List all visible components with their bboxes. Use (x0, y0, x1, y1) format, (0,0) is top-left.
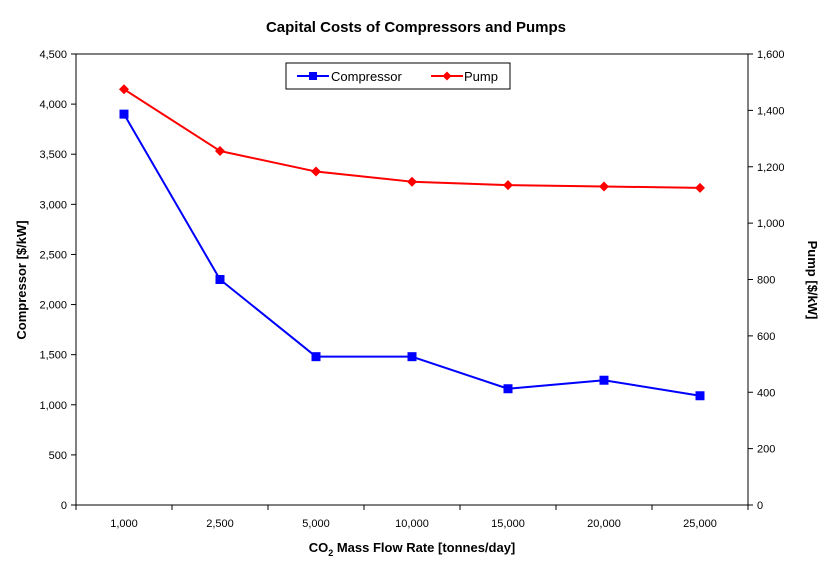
data-point-compressor (119, 109, 129, 119)
data-point-compressor (503, 384, 513, 394)
data-point-pump (599, 181, 609, 192)
data-point-compressor (695, 391, 705, 401)
y-axis-title-left: Compressor [$/kW] (14, 220, 29, 339)
data-point-compressor (311, 352, 321, 362)
data-point-pump (503, 180, 513, 191)
x-axis: 1,000 2,500 5,000 10,000 15,000 20,000 25,000 (75, 505, 749, 530)
y-tick-label-right: 1,600 (757, 49, 785, 61)
y-tick-label-left: 0 (61, 500, 67, 512)
x-tick-label: 20,000 (587, 518, 621, 530)
x-tick-label: 5,000 (302, 518, 330, 530)
y-tick-label-left: 3,500 (39, 149, 67, 161)
y-tick-label-left: 4,000 (39, 99, 67, 111)
y-tick-label-right: 400 (757, 387, 775, 399)
x-axis-title-subscript: 2 (328, 548, 333, 558)
y-tick-label-right: 600 (757, 331, 775, 343)
y-tick-label-right: 800 (757, 275, 775, 287)
y-tick-label-left: 1,500 (39, 350, 67, 362)
legend: Compressor Pump (285, 62, 511, 90)
y-tick-label-left: 2,000 (39, 300, 67, 312)
data-point-pump (407, 176, 417, 187)
y-tick-label-right: 0 (757, 500, 763, 512)
x-tick-label: 15,000 (491, 518, 525, 530)
x-tick-label: 10,000 (395, 518, 429, 530)
x-tick-label: 1,000 (110, 518, 138, 530)
data-point-pump (695, 182, 705, 193)
y-tick-label-left: 4,500 (39, 49, 67, 61)
y-axis-right: 0 200 400 600 800 1,000 1,200 1,400 1,600 (748, 49, 785, 512)
y-axis-left: 0 500 1,000 1,500 2,000 2,500 3,000 3,500 4,000 4… (39, 49, 76, 512)
y-tick-label-right: 1,400 (757, 105, 785, 117)
legend-compressor-marker (309, 72, 317, 80)
y-tick-label-left: 3,000 (39, 199, 67, 211)
series-layer (119, 84, 705, 401)
x-axis-title-main: CO (309, 540, 329, 555)
y-tick-label-left: 500 (49, 450, 67, 462)
data-point-compressor (599, 375, 609, 385)
data-point-pump (119, 84, 129, 95)
data-point-compressor (215, 275, 225, 284)
y-tick-label-left: 2,500 (39, 249, 67, 261)
x-axis-title-rest: Mass Flow Rate [tonnes/day] (333, 540, 515, 555)
y-tick-label-right: 1,200 (757, 162, 785, 174)
legend-pump-label: Pump (464, 69, 498, 84)
y-tick-label-right: 200 (757, 444, 775, 456)
y-tick-label-left: 1,000 (39, 400, 67, 412)
legend-compressor-label: Compressor (331, 69, 402, 84)
legend-pump-marker (442, 71, 452, 81)
y-tick-label-right: 1,000 (757, 218, 785, 230)
x-tick-label: 25,000 (683, 518, 717, 530)
x-tick-label: 2,500 (206, 518, 234, 530)
chart-title: Capital Costs of Compressors and Pumps (266, 19, 566, 36)
y-axis-title-right: Pump [$/kW] (805, 241, 820, 320)
data-point-pump (215, 145, 225, 156)
data-point-compressor (407, 352, 417, 362)
x-axis-title: CO2 Mass Flow Rate [tonnes/day] (309, 540, 516, 558)
data-point-pump (311, 166, 321, 177)
